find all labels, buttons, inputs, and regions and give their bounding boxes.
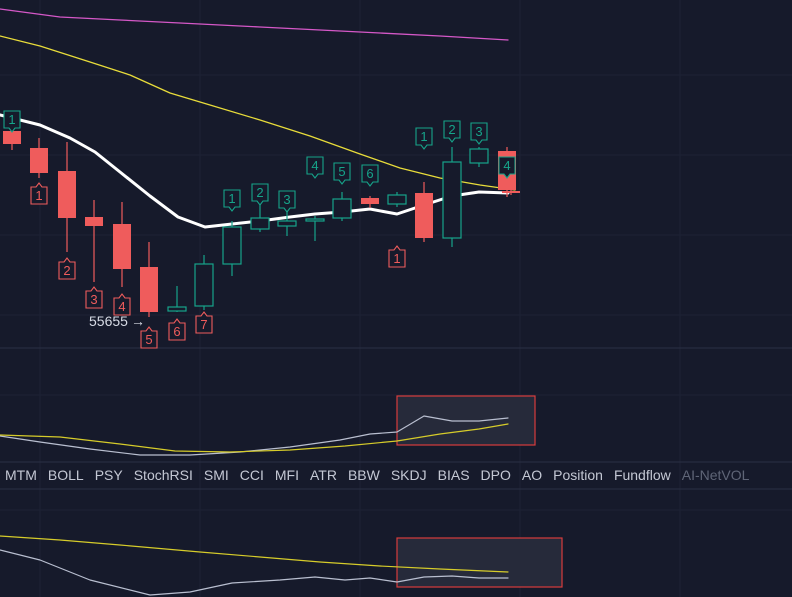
count-label: 6 bbox=[168, 318, 186, 341]
oscillator-line bbox=[0, 415, 509, 456]
candle[interactable] bbox=[387, 192, 407, 207]
count-label: 1 bbox=[30, 182, 48, 205]
count-label: 2 bbox=[58, 257, 76, 280]
svg-text:4: 4 bbox=[118, 299, 125, 314]
tab-boll[interactable]: BOLL bbox=[47, 467, 84, 483]
svg-text:2: 2 bbox=[448, 122, 455, 137]
count-label: 4 bbox=[113, 293, 131, 316]
indicator-tabs: MTM BOLL PSY StochRSI SMI CCI MFI ATR BBW SKDJ BIA… bbox=[0, 462, 792, 488]
arrow-right-icon: → bbox=[130, 313, 145, 329]
svg-text:4: 4 bbox=[503, 158, 510, 173]
oscillator-pane-upper[interactable] bbox=[0, 395, 536, 456]
svg-text:2: 2 bbox=[63, 263, 70, 278]
svg-text:5: 5 bbox=[338, 164, 345, 179]
candle[interactable] bbox=[113, 202, 131, 287]
count-label: 1 bbox=[223, 189, 241, 212]
tab-atr[interactable]: ATR bbox=[309, 467, 337, 483]
tab-dpo[interactable]: DPO bbox=[480, 467, 511, 483]
svg-text:6: 6 bbox=[366, 166, 373, 181]
svg-text:3: 3 bbox=[283, 192, 290, 207]
svg-text:3: 3 bbox=[90, 292, 97, 307]
sequence-count-labels: 1 2 3 4 5 6 7 1 1 1 2 3 4 5 6 1 2 3 4 bbox=[3, 110, 516, 349]
candle[interactable] bbox=[58, 142, 76, 252]
oscillator-line bbox=[0, 549, 509, 596]
svg-text:3: 3 bbox=[475, 124, 482, 139]
tab-psy[interactable]: PSY bbox=[94, 467, 123, 483]
candle[interactable] bbox=[361, 196, 379, 208]
tab-ai-netvol[interactable]: AI-NetVOL bbox=[681, 467, 750, 483]
svg-text:5: 5 bbox=[145, 332, 152, 347]
count-label: 5 bbox=[333, 162, 351, 185]
svg-text:7: 7 bbox=[200, 317, 207, 332]
svg-text:1: 1 bbox=[8, 112, 15, 127]
candle[interactable] bbox=[305, 216, 325, 241]
svg-text:6: 6 bbox=[173, 324, 180, 339]
highlight-box bbox=[396, 537, 563, 588]
candle[interactable] bbox=[415, 182, 433, 242]
count-label: 2 bbox=[443, 120, 461, 143]
count-label: 3 bbox=[85, 286, 103, 309]
candle[interactable] bbox=[332, 192, 352, 221]
count-label: 1 bbox=[415, 127, 433, 150]
candle[interactable] bbox=[442, 147, 462, 247]
tab-bias[interactable]: BIAS bbox=[437, 467, 470, 483]
candle[interactable] bbox=[502, 190, 520, 195]
tab-stochrsi[interactable]: StochRSI bbox=[133, 467, 193, 483]
candle[interactable] bbox=[167, 286, 187, 312]
tab-ao[interactable]: AO bbox=[521, 467, 543, 483]
count-label: 1 bbox=[3, 110, 21, 133]
svg-text:1: 1 bbox=[393, 251, 400, 266]
count-label: 4 bbox=[498, 156, 516, 179]
candle[interactable] bbox=[140, 242, 158, 317]
svg-text:1: 1 bbox=[228, 191, 235, 206]
count-label: 7 bbox=[195, 311, 213, 334]
candle[interactable] bbox=[30, 138, 48, 178]
tab-bbw[interactable]: BBW bbox=[347, 467, 380, 483]
candle[interactable] bbox=[250, 205, 270, 232]
candle[interactable] bbox=[469, 147, 489, 167]
count-label: 2 bbox=[251, 183, 269, 206]
tab-cci[interactable]: CCI bbox=[239, 467, 264, 483]
tab-skdj[interactable]: SKDJ bbox=[390, 467, 427, 483]
svg-text:1: 1 bbox=[35, 188, 42, 203]
ma-mid-line bbox=[0, 35, 516, 191]
tab-mfi[interactable]: MFI bbox=[274, 467, 299, 483]
ma-slow-line bbox=[0, 8, 509, 41]
low-price-label: 55655 → bbox=[89, 313, 145, 329]
count-label: 1 bbox=[388, 245, 406, 268]
count-label: 4 bbox=[306, 156, 324, 179]
oscillator-signal-line bbox=[0, 423, 509, 453]
tab-position[interactable]: Position bbox=[553, 467, 603, 483]
candle[interactable] bbox=[277, 210, 297, 236]
oscillator-signal-line bbox=[0, 535, 509, 573]
count-label: 3 bbox=[278, 190, 296, 213]
svg-text:1: 1 bbox=[420, 129, 427, 144]
count-label: 5 bbox=[140, 326, 158, 349]
count-label: 6 bbox=[361, 164, 379, 187]
count-label: 3 bbox=[470, 122, 488, 145]
low-price-value: 55655 bbox=[89, 313, 128, 329]
tab-smi[interactable]: SMI bbox=[203, 467, 229, 483]
tab-fundflow[interactable]: Fundflow bbox=[613, 467, 671, 483]
svg-text:2: 2 bbox=[256, 185, 263, 200]
oscillator-pane-lower[interactable] bbox=[0, 535, 563, 596]
svg-text:4: 4 bbox=[311, 158, 318, 173]
candle[interactable] bbox=[194, 255, 214, 310]
candle[interactable] bbox=[85, 200, 103, 282]
tab-mtm[interactable]: MTM bbox=[5, 467, 37, 483]
candle[interactable] bbox=[222, 221, 242, 276]
